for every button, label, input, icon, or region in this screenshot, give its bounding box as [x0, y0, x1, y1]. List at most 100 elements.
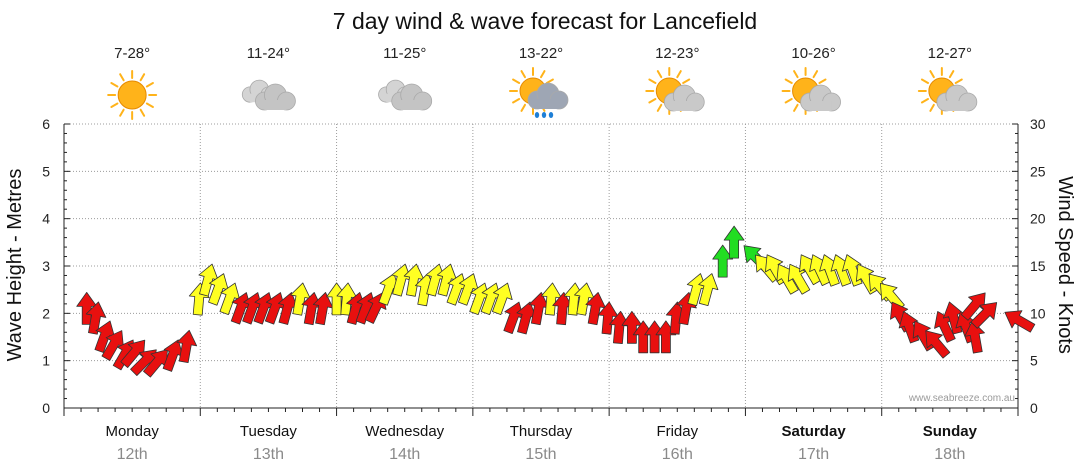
- wind-arrows: [76, 225, 1036, 378]
- labels: 0 1 2 3 4 5 6 0 5 10 15 20 25 30 Monday 12th 7-28° Tuesda…: [42, 45, 1046, 463]
- wind-arrow-shape: [85, 301, 107, 335]
- day-name: Tuesday: [240, 423, 297, 440]
- wind-arrow: [712, 244, 734, 278]
- wind-arrow-shape: [1004, 310, 1036, 333]
- sun-ray: [145, 102, 154, 108]
- y-tick-label-right: 20: [1030, 211, 1046, 227]
- sun-ray: [920, 78, 930, 84]
- wind-arrow: [723, 225, 745, 259]
- y-tick-label-right: 15: [1030, 258, 1046, 274]
- rain-drop: [541, 112, 547, 118]
- sun-ray: [512, 78, 521, 84]
- grid: [63, 123, 1019, 416]
- day-temperature: 10-26°: [791, 45, 835, 62]
- sun-ray: [656, 103, 663, 112]
- wind-arrow: [787, 263, 811, 295]
- y-tick-label-left: 0: [42, 400, 50, 416]
- sun-cloud-icon: [917, 67, 978, 115]
- wind-arrow: [85, 301, 107, 335]
- day-name: Sunday: [923, 423, 978, 440]
- chart-title: 7 day wind & wave forecast for Lancefiel…: [333, 8, 757, 34]
- cloud-base: [945, 101, 968, 111]
- sun-ray: [656, 70, 663, 79]
- wind-arrow: [492, 282, 513, 316]
- sun-ray: [929, 70, 935, 79]
- sun-ray: [954, 78, 963, 84]
- y-axis-label-right: Wind Speed - Knots: [1054, 176, 1076, 354]
- y-tick-label-left: 3: [42, 258, 50, 274]
- sun-disc: [117, 80, 147, 110]
- cloud-base: [537, 99, 559, 109]
- watermark: www.seabreeze.com.au: [908, 393, 1015, 404]
- sun-ray: [110, 82, 119, 88]
- sun-ray: [145, 82, 154, 88]
- day-temperature: 11-25°: [383, 45, 426, 62]
- sun-ray: [920, 98, 930, 104]
- sun-cloud-rain-icon: [509, 67, 569, 118]
- y-tick-label-left: 4: [42, 211, 50, 227]
- sun-ray: [139, 73, 146, 82]
- sun-icon: [107, 70, 158, 120]
- day-name: Saturday: [781, 423, 846, 440]
- rain-drop: [534, 112, 540, 118]
- sun-ray: [139, 108, 146, 117]
- day-name: Friday: [656, 423, 698, 440]
- y-axis-label-left: Wave Height - Metres: [4, 169, 26, 362]
- cloud-base: [264, 100, 287, 110]
- sun-ray: [540, 70, 546, 79]
- y-tick-label-left: 5: [42, 163, 50, 179]
- y-tick-label-right: 25: [1030, 163, 1046, 179]
- wind-arrow: [964, 320, 985, 354]
- y-tick-label-left: 2: [42, 305, 50, 321]
- y-tick-label-right: 10: [1030, 305, 1046, 321]
- sun-ray: [793, 70, 799, 79]
- sun-ray: [110, 102, 119, 108]
- day-date: 15th: [525, 446, 556, 463]
- y-tick-label-right: 0: [1030, 400, 1038, 416]
- day-date: 14th: [389, 446, 420, 463]
- wind-arrow: [925, 330, 951, 359]
- cloud-base: [673, 101, 696, 111]
- sun-ray: [929, 103, 935, 112]
- y-tick-label-left: 1: [42, 353, 50, 369]
- cloud-base: [809, 101, 832, 111]
- sun-ray: [784, 98, 793, 104]
- sun-ray: [119, 73, 125, 82]
- day-temperature: 7-28°: [114, 45, 150, 62]
- sun-ray: [119, 108, 125, 117]
- cloud-icon: [378, 79, 433, 111]
- wind-arrow-shape: [970, 302, 998, 329]
- wind-arrow-shape: [723, 225, 745, 259]
- weather-icons: [107, 67, 978, 120]
- sun-ray: [793, 103, 799, 112]
- day-name: Monday: [105, 423, 159, 440]
- y-tick-label-right: 5: [1030, 353, 1038, 369]
- sun-ray: [676, 70, 682, 79]
- sun-ray: [812, 70, 819, 79]
- sun-ray: [784, 78, 793, 84]
- day-date: 13th: [253, 446, 284, 463]
- sun-ray: [948, 70, 955, 79]
- day-temperature: 12-23°: [655, 45, 699, 62]
- wind-arrow-shape: [787, 263, 811, 295]
- wind-arrow-shape: [964, 320, 985, 354]
- day-name: Thursday: [510, 423, 573, 440]
- wind-arrow-shape: [492, 282, 513, 316]
- sun-cloud-icon: [781, 67, 841, 115]
- sun-ray: [545, 78, 554, 84]
- cloud-base: [400, 100, 423, 110]
- day-name: Wednesday: [365, 423, 444, 440]
- sun-ray: [682, 78, 691, 84]
- wind-arrow: [970, 302, 998, 329]
- y-tick-label-left: 6: [42, 116, 50, 132]
- sun-cloud-icon: [645, 67, 705, 115]
- day-date: 17th: [798, 446, 829, 463]
- day-temperature: 11-24°: [247, 45, 290, 62]
- wind-arrow-shape: [176, 329, 198, 364]
- wind-arrow-shape: [698, 273, 719, 307]
- sun-ray: [520, 70, 526, 79]
- day-temperature: 13-22°: [519, 45, 563, 62]
- wind-arrow-shape: [925, 330, 951, 359]
